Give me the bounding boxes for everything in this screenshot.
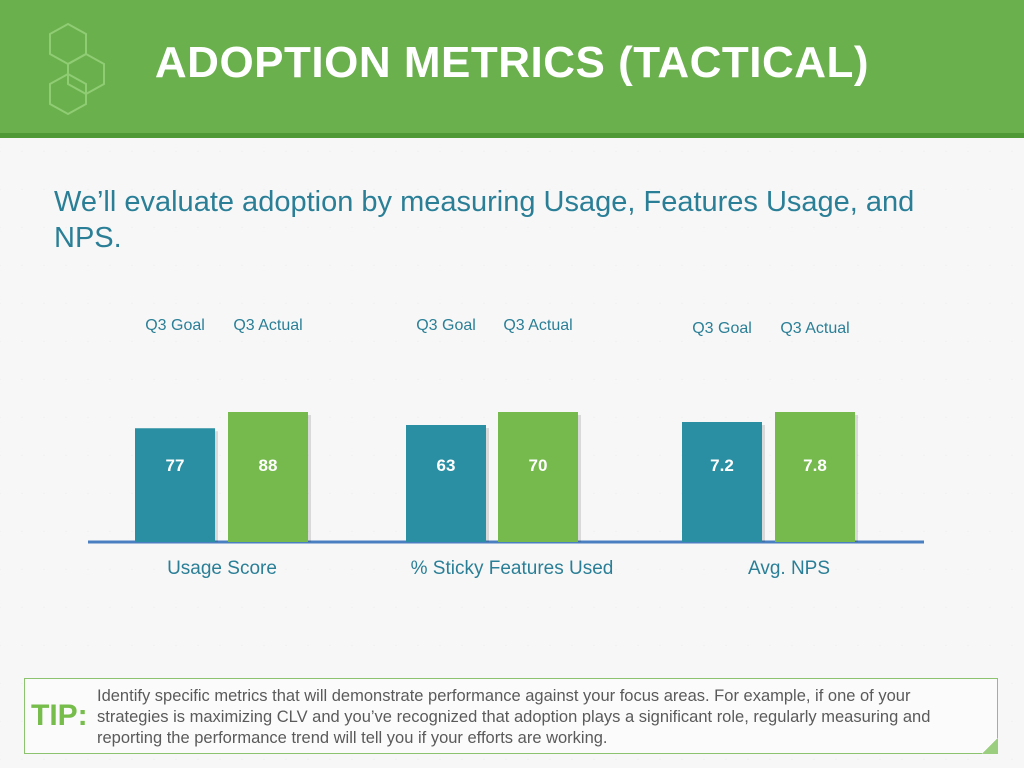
series-label: Q3 Actual <box>503 317 572 334</box>
series-label: Q3 Goal <box>692 320 752 337</box>
category-label: Avg. NPS <box>748 558 830 579</box>
adoption-bar-chart: 77 Q3 Goal 88 Q3 Actual Usage Score 63 Q3 Goal… <box>88 317 924 579</box>
bar <box>498 412 578 542</box>
series-label: Q3 Actual <box>780 320 849 337</box>
bar <box>135 428 215 542</box>
slide-title: ADOPTION METRICS (TACTICAL) <box>154 38 870 87</box>
bar-value-label: 77 <box>166 456 185 475</box>
bar <box>406 425 486 542</box>
series-label: Q3 Goal <box>145 317 205 334</box>
hexagon-logo-icon <box>49 22 105 116</box>
series-label: Q3 Actual <box>233 317 302 334</box>
bar <box>775 412 855 542</box>
slide-subtitle: We’ll evaluate adoption by measuring Usa… <box>54 186 915 254</box>
tip-text: Identify specific metrics that will demo… <box>97 687 931 747</box>
bar-value-label: 63 <box>437 456 456 475</box>
category-label: Usage Score <box>167 558 277 579</box>
page-curl-corner <box>982 738 998 754</box>
bar <box>228 412 308 542</box>
bar <box>682 422 762 542</box>
bar-value-label: 7.8 <box>803 456 827 475</box>
header-bar: ADOPTION METRICS (TACTICAL) <box>0 0 1024 138</box>
bar-value-label: 7.2 <box>710 456 734 475</box>
tip-label: TIP: <box>31 699 88 732</box>
bar-value-label: 70 <box>529 456 548 475</box>
series-label: Q3 Goal <box>416 317 476 334</box>
tip-box: TIP: Identify specific metrics that will… <box>24 678 998 754</box>
bar-value-label: 88 <box>259 456 278 475</box>
category-label: % Sticky Features Used <box>411 558 614 579</box>
